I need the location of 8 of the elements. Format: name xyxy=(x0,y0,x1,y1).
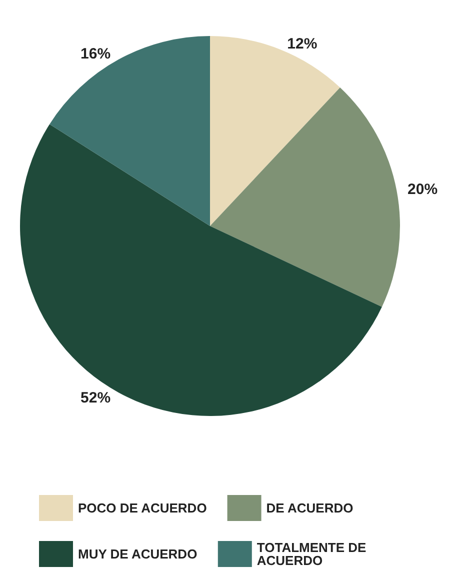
legend-label: DE ACUERDO xyxy=(266,500,354,516)
legend-label: TOTALMENTE DE ACUERDO xyxy=(256,540,370,568)
data-label: 12% xyxy=(287,35,318,52)
data-label: 52% xyxy=(80,389,111,406)
data-label: 20% xyxy=(408,180,438,198)
data-label: 16% xyxy=(80,46,111,63)
legend-label: MUY DE ACUERDO xyxy=(78,546,198,562)
legend-label: POCO DE ACUERDO xyxy=(78,500,207,516)
